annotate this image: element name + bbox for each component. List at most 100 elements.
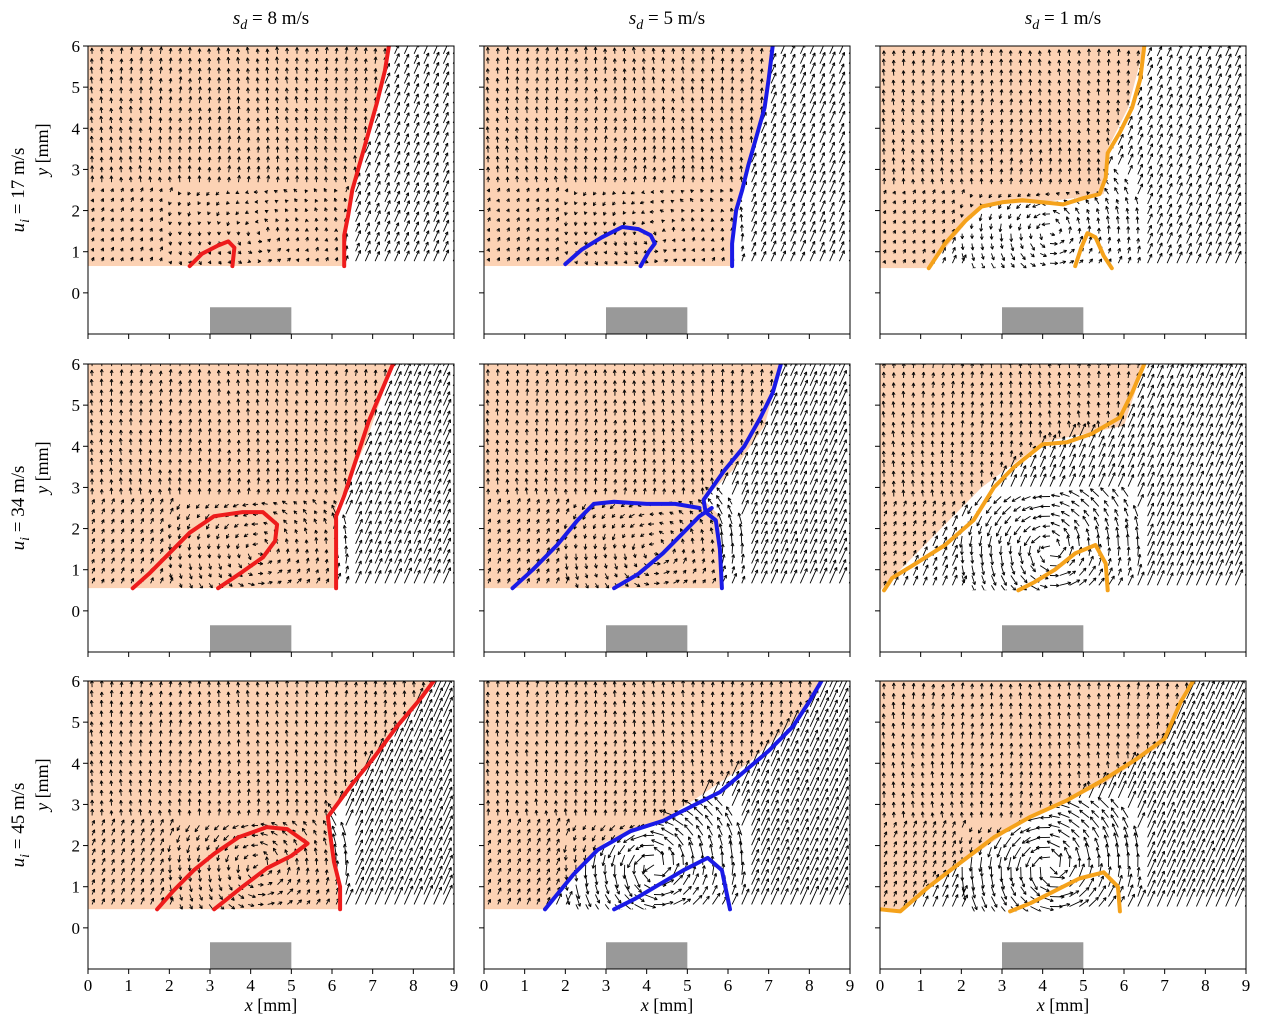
x-tick-label: 4 (642, 976, 651, 995)
flame-contour-0 (543, 681, 824, 912)
y-tick-label: 4 (72, 119, 81, 138)
obstacle-block (210, 307, 292, 334)
x-tick-label: 0 (84, 976, 93, 995)
x-tick-label: 9 (846, 976, 855, 995)
row-header-1: ui = 34 m/s (8, 466, 33, 551)
y-tick-label: 0 (72, 919, 81, 938)
flame-contour-0 (701, 364, 783, 591)
axes-frame (87, 680, 455, 970)
x-tick-label: 4 (246, 976, 255, 995)
panel-r0-c0: 0 1 2 3 4 5 6 y [mm] (32, 37, 455, 339)
row-header-group-1: ui = 34 m/s (8, 466, 33, 551)
x-tick-label: 6 (724, 976, 733, 995)
velocity-arrows (89, 681, 454, 912)
y-tick-label: 6 (72, 355, 81, 374)
flame-contour-1 (1016, 543, 1110, 593)
x-tick-label: 6 (1120, 976, 1129, 995)
y-tick-label: 4 (72, 437, 81, 456)
x-tick-label: 9 (1242, 976, 1251, 995)
row-header-group-2: ui = 45 m/s (8, 783, 33, 868)
x-tick-label: 1 (124, 976, 133, 995)
y-tick-label: 3 (72, 160, 81, 179)
y-tick-label: 2 (72, 520, 81, 539)
axes-frame (879, 363, 1247, 653)
flame-contour-1 (155, 825, 310, 912)
x-tick-label: 3 (602, 976, 611, 995)
panel-r2-c2: 0 1 2 3 4 5 6 7 8 9 x [mm] (875, 680, 1251, 1015)
x-tick-label: 8 (1201, 976, 1210, 995)
x-tick-label: 1 (520, 976, 529, 995)
flame-contour-1 (510, 499, 702, 591)
flame-contour-1 (612, 855, 732, 912)
x-tick-label: 3 (206, 976, 215, 995)
obstacle-block (606, 942, 688, 969)
panel-r2-c1: 0 1 2 3 4 5 6 7 8 9 x [mm] (479, 680, 855, 1015)
burned-region (484, 681, 822, 910)
axes-frame (87, 363, 455, 653)
flame-contour-0 (342, 46, 391, 269)
panel-r1-c0: 0 1 2 3 4 5 6 y [mm] (32, 355, 455, 657)
column-header-2: sd = 1 m/s (1025, 8, 1101, 33)
velocity-arrows (89, 46, 454, 266)
velocity-arrows (881, 46, 1246, 271)
panel-r0-c2 (875, 45, 1247, 339)
ylabel: y [mm] (32, 758, 52, 813)
burned-region (880, 364, 1145, 591)
flame-contour-0 (325, 681, 436, 912)
xlabel: x [mm] (244, 995, 298, 1015)
x-tick-label: 7 (368, 976, 377, 995)
y-tick-label: 1 (72, 243, 81, 262)
y-tick-label: 6 (72, 672, 81, 691)
ylabel: y [mm] (32, 123, 52, 178)
x-tick-label: 4 (1038, 976, 1047, 995)
velocity-arrows (89, 364, 454, 590)
flame-contour-0 (882, 364, 1147, 593)
y-tick-label: 5 (72, 78, 81, 97)
x-tick-label: 3 (998, 976, 1007, 995)
x-tick-label: 0 (876, 976, 885, 995)
burned-region (880, 681, 1194, 912)
flame-contour-1 (1073, 231, 1114, 271)
panel-r0-c1 (479, 45, 851, 339)
row-header-2: ui = 45 m/s (8, 783, 33, 868)
axes-frame (879, 680, 1247, 970)
y-tick-label: 5 (72, 713, 81, 732)
ylabel-group: y [mm] (32, 441, 52, 496)
obstacle-block (1002, 307, 1084, 334)
x-tick-label: 5 (1079, 976, 1088, 995)
panel-r1-c1 (479, 363, 851, 657)
flame-contour-2 (612, 506, 714, 591)
y-tick-label: 1 (72, 561, 81, 580)
axes-frame (483, 45, 851, 335)
y-tick-label: 0 (72, 284, 81, 303)
x-tick-label: 0 (480, 976, 489, 995)
row-header-group-0: ui = 17 m/s (8, 148, 33, 233)
velocity-arrows (485, 681, 850, 918)
y-tick-label: 2 (72, 837, 81, 856)
obstacle-block (1002, 625, 1084, 652)
x-tick-label: 2 (165, 976, 174, 995)
x-tick-label: 5 (287, 976, 296, 995)
obstacle-block (210, 942, 292, 969)
y-tick-label: 1 (72, 878, 81, 897)
y-tick-label: 5 (72, 396, 81, 415)
flame-contour-1 (1008, 870, 1122, 914)
headers: sd = 8 m/s sd = 5 m/s sd = 1 m/s ui = 17 m/… (8, 8, 1101, 867)
flame-contour-0 (880, 681, 1196, 914)
x-tick-label: 1 (916, 976, 925, 995)
panel-r2-c0: 0 1 2 3 4 5 6 y [mm] 0 1 2 3 4 5 6 7 8 9 x [mm] (32, 672, 458, 1015)
x-tick-label: 2 (957, 976, 966, 995)
obstacle-block (606, 625, 688, 652)
y-tick-label: 2 (72, 202, 81, 221)
column-header-0: sd = 8 m/s (233, 8, 309, 33)
flame-contour-1 (563, 225, 657, 269)
axes-frame (483, 680, 851, 970)
panels: 0 1 2 3 4 5 6 y [mm] 0 1 2 3 4 5 6 y [mm] 0 1 2 3 4 5 6 y [mm] 0… (32, 37, 1251, 1015)
velocity-arrows (485, 364, 850, 589)
flame-contour-0 (926, 46, 1147, 271)
y-tick-label: 4 (72, 754, 81, 773)
x-tick-label: 8 (805, 976, 814, 995)
flame-contour-0 (334, 364, 395, 591)
xlabel: x [mm] (640, 995, 694, 1015)
